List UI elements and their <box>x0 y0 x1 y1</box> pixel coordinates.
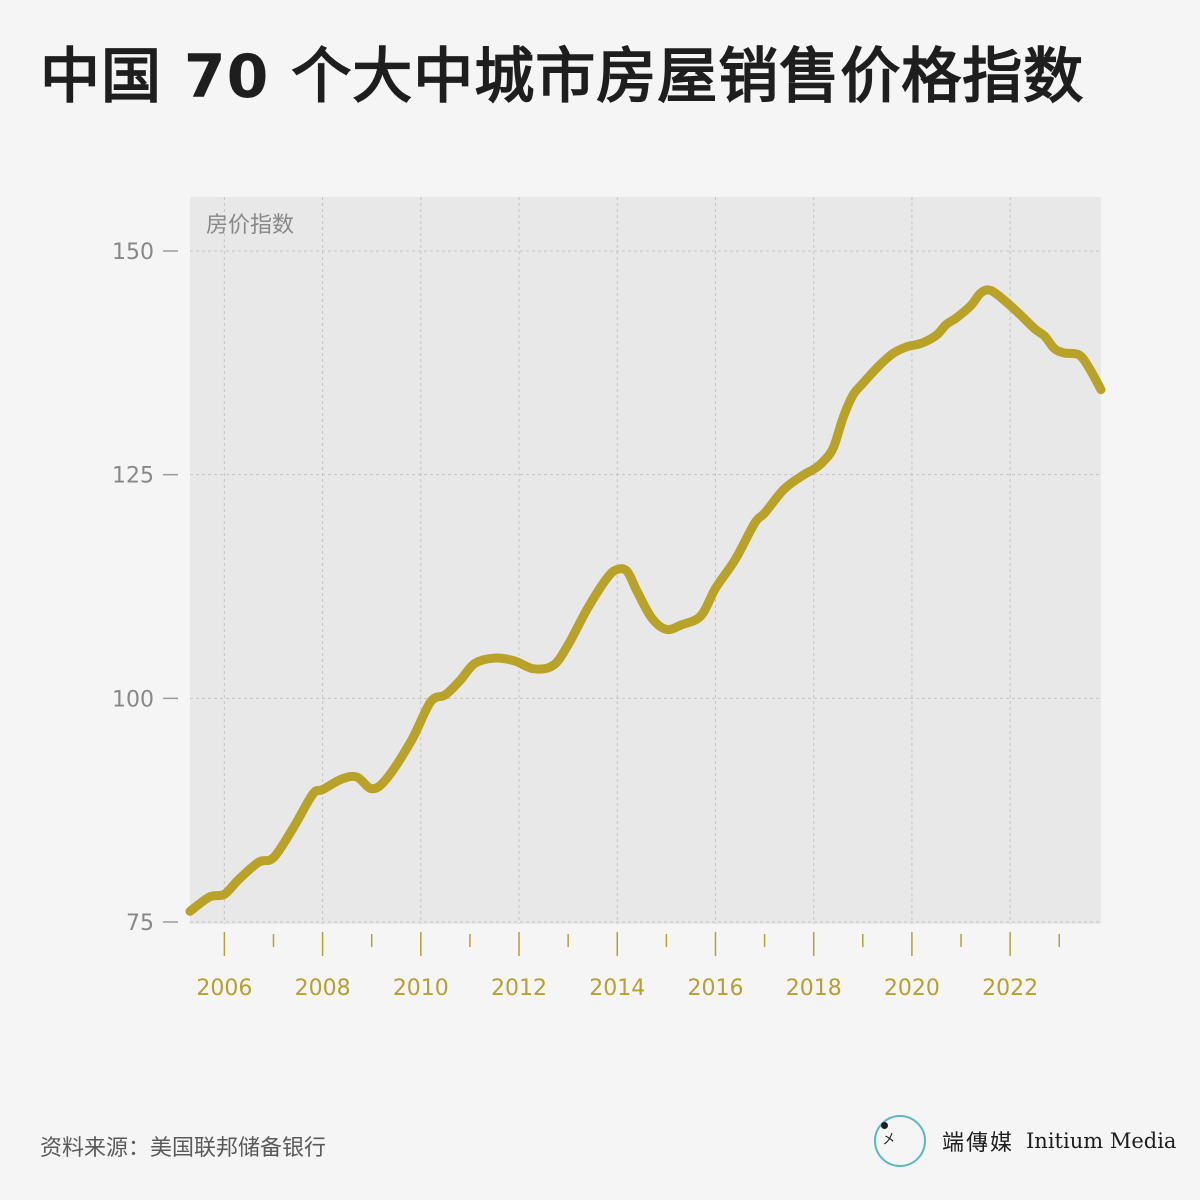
x-tick-label: 2012 <box>491 976 547 1001</box>
y-axis: 75 100 125 150 <box>112 240 178 936</box>
initium-logo-icon: 㐅 <box>874 1115 926 1167</box>
y-tick-label: 125 <box>112 464 154 489</box>
brand: 㐅 端傳媒 Initium Media <box>874 1115 1176 1167</box>
y-tick-label: 100 <box>112 687 154 712</box>
x-tick-label: 2010 <box>393 976 449 1001</box>
x-tick-label: 2008 <box>295 976 351 1001</box>
x-tick-label: 2014 <box>589 976 645 1001</box>
x-tick-label: 2022 <box>982 976 1038 1001</box>
y-tick-label: 75 <box>126 911 154 936</box>
x-tick-label: 2018 <box>786 976 842 1001</box>
x-tick-label: 2006 <box>196 976 252 1001</box>
source-note: 资料来源：美国联邦储备银行 <box>40 1136 327 1161</box>
y-tick-label: 150 <box>112 240 154 265</box>
brand-name-en: Initium Media <box>1026 1129 1177 1153</box>
brand-name-cn: 端傳媒 <box>942 1131 1015 1156</box>
grid <box>190 197 1101 924</box>
x-tick-label: 2020 <box>884 976 940 1001</box>
x-axis: 2006 2008 2010 2012 2014 2016 2018 2020 2022 <box>196 932 1061 1001</box>
y-axis-label: 房价指数 <box>206 213 294 238</box>
page-title: 中国 70 个大中城市房屋销售价格指数 <box>40 42 1085 112</box>
series-line <box>185 285 1106 916</box>
x-tick-label: 2016 <box>687 976 743 1001</box>
